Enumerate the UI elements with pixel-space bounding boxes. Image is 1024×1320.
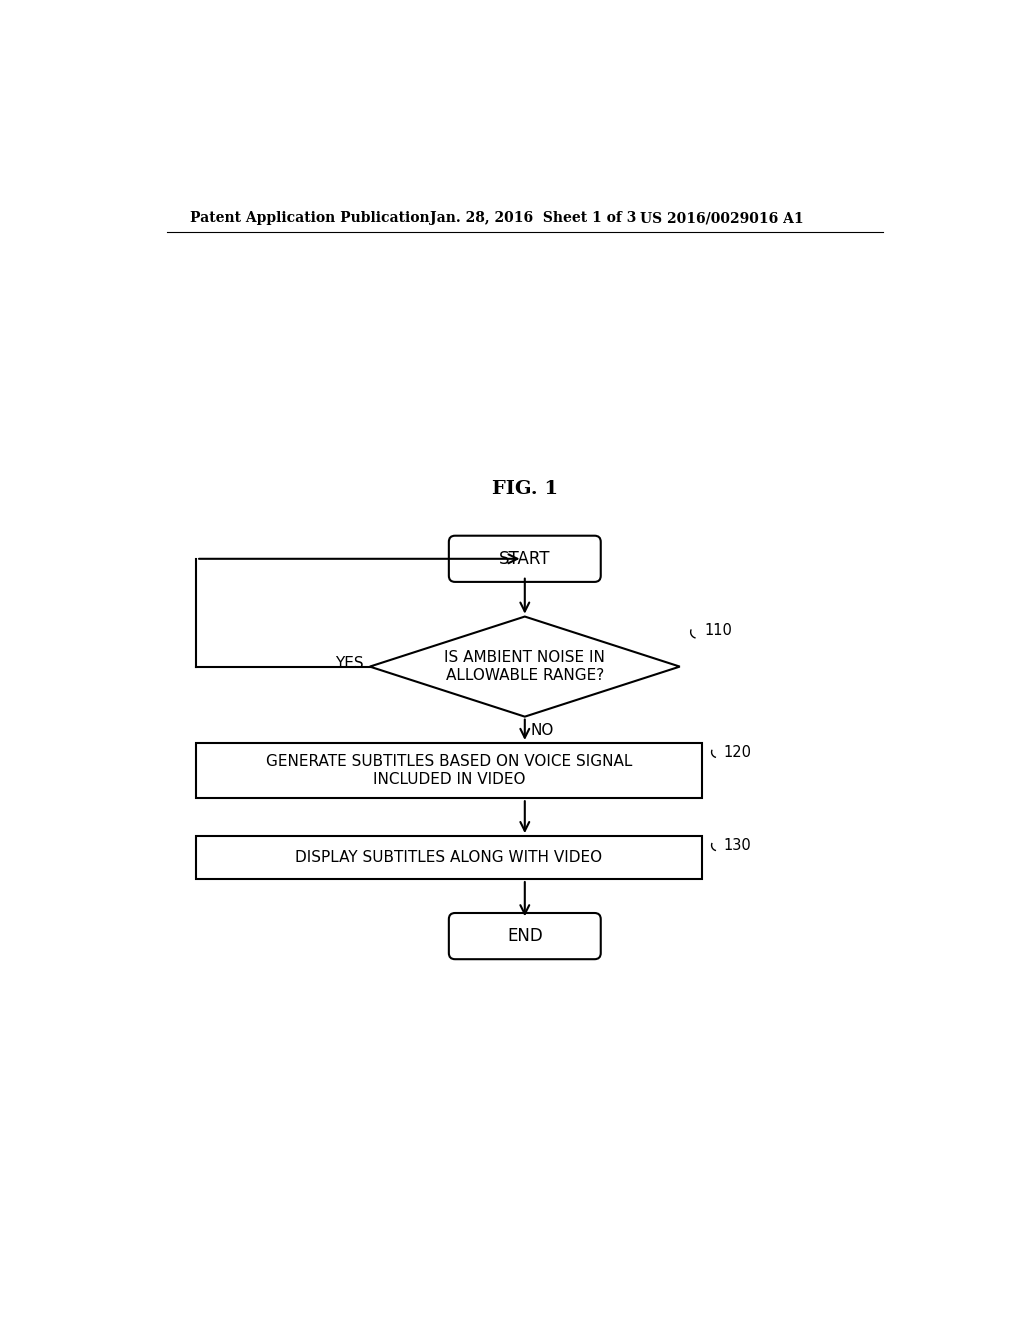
Bar	[197, 836, 701, 879]
Text: 130: 130	[723, 838, 751, 853]
Text: Jan. 28, 2016  Sheet 1 of 3: Jan. 28, 2016 Sheet 1 of 3	[430, 211, 637, 226]
Text: IS AMBIENT NOISE IN
ALLOWABLE RANGE?: IS AMBIENT NOISE IN ALLOWABLE RANGE?	[444, 651, 605, 682]
Text: FIG. 1: FIG. 1	[492, 480, 558, 499]
Polygon shape	[370, 616, 680, 717]
Text: 110: 110	[705, 623, 732, 638]
Text: YES: YES	[335, 656, 364, 671]
Text: US 2016/0029016 A1: US 2016/0029016 A1	[640, 211, 803, 226]
Text: START: START	[499, 550, 551, 568]
FancyBboxPatch shape	[449, 913, 601, 960]
Bar	[197, 743, 701, 799]
Text: 120: 120	[723, 744, 752, 759]
Text: END: END	[507, 927, 543, 945]
Text: DISPLAY SUBTITLES ALONG WITH VIDEO: DISPLAY SUBTITLES ALONG WITH VIDEO	[295, 850, 602, 865]
FancyBboxPatch shape	[449, 536, 601, 582]
Text: NO: NO	[531, 723, 554, 738]
Text: GENERATE SUBTITLES BASED ON VOICE SIGNAL
INCLUDED IN VIDEO: GENERATE SUBTITLES BASED ON VOICE SIGNAL…	[265, 754, 632, 787]
Text: Patent Application Publication: Patent Application Publication	[190, 211, 430, 226]
